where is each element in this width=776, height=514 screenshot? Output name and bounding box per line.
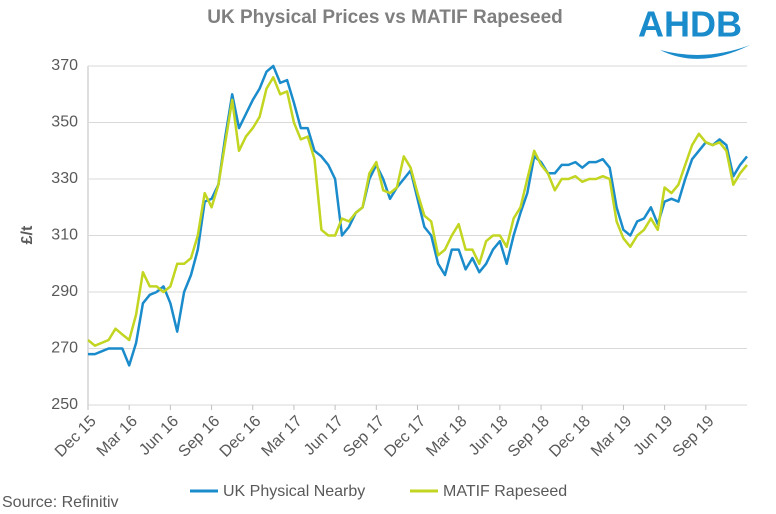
series-line bbox=[88, 64, 748, 367]
legend-label: MATIF Rapeseed bbox=[443, 483, 567, 500]
y-tick-label: 330 bbox=[51, 170, 78, 187]
x-tick-label: Jun 16 bbox=[136, 413, 182, 459]
chart-title: UK Physical Prices vs MATIF Rapeseed bbox=[207, 7, 563, 28]
logo-swoosh bbox=[660, 45, 750, 59]
x-tick-label: Dec 18 bbox=[546, 413, 594, 461]
x-tick-label: Dec 17 bbox=[381, 413, 429, 461]
y-axis-label: £/t bbox=[19, 225, 36, 244]
x-tick-label: Sep 19 bbox=[670, 413, 718, 461]
y-tick-label: 370 bbox=[51, 57, 78, 74]
y-tick-label: 350 bbox=[51, 114, 78, 131]
series-line bbox=[87, 76, 748, 347]
x-tick-label: Mar 19 bbox=[588, 413, 635, 460]
x-tick-label: Mar 18 bbox=[423, 413, 470, 460]
x-tick-label: Sep 17 bbox=[340, 413, 388, 461]
x-tick-label: Mar 16 bbox=[94, 413, 141, 460]
x-tick-label: Jun 19 bbox=[630, 413, 676, 459]
y-tick-label: 290 bbox=[51, 283, 78, 300]
x-tick-label: Jun 17 bbox=[301, 413, 347, 459]
x-tick-label: Dec 15 bbox=[52, 413, 100, 461]
x-tick-label: Sep 18 bbox=[505, 413, 553, 461]
x-tick-label: Mar 17 bbox=[259, 413, 306, 460]
y-tick-label: 310 bbox=[51, 227, 78, 244]
x-tick-label: Sep 16 bbox=[175, 413, 223, 461]
legend-label: UK Physical Nearby bbox=[223, 483, 365, 500]
logo: AHDB bbox=[638, 4, 742, 45]
y-tick-label: 270 bbox=[51, 340, 78, 357]
x-tick-label: Jun 18 bbox=[466, 413, 512, 459]
source: Source: Refinitiv bbox=[2, 494, 119, 511]
x-tick-label: Dec 16 bbox=[217, 413, 265, 461]
y-tick-label: 250 bbox=[51, 396, 78, 413]
